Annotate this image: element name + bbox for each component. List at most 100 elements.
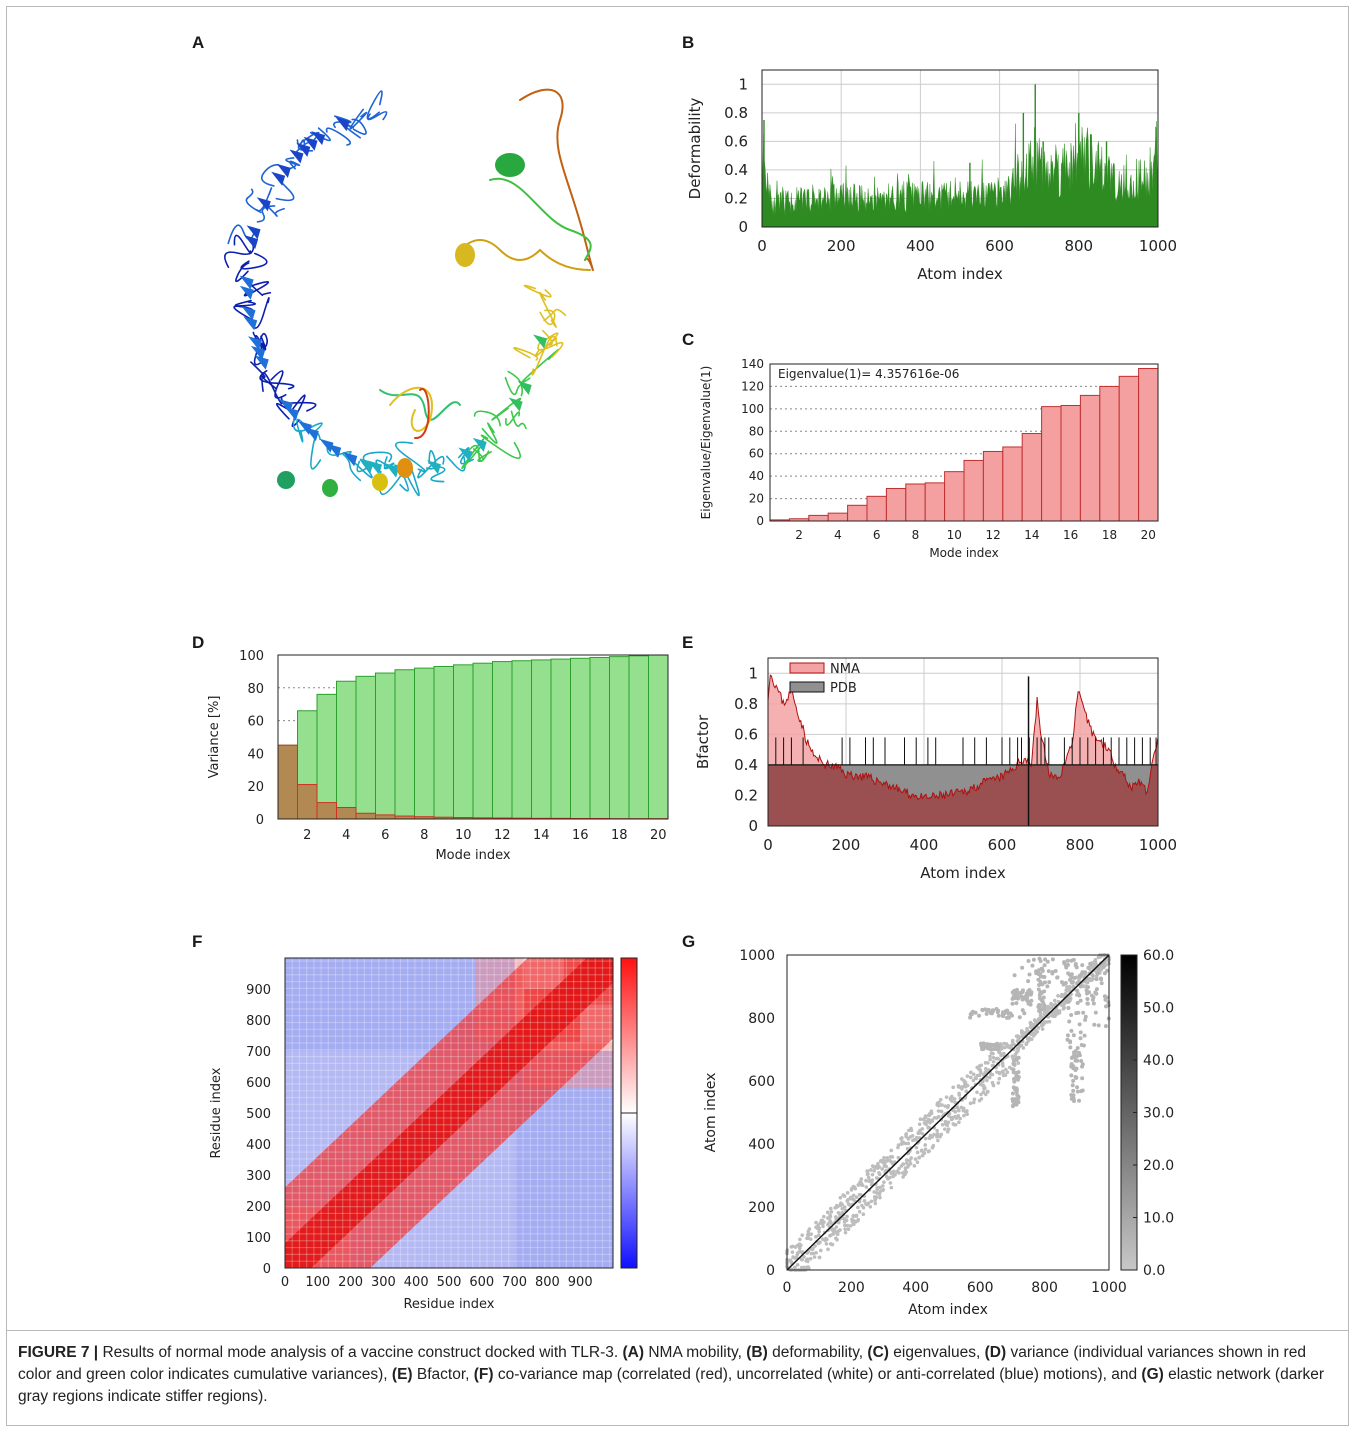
contact-point bbox=[1016, 1100, 1021, 1105]
contact-point bbox=[1038, 1003, 1043, 1008]
individual-variance-bar bbox=[355, 812, 376, 820]
contact-point bbox=[1017, 1015, 1022, 1020]
contact-point bbox=[956, 1108, 961, 1112]
caption-text-f: co-variance map (correlated (red), uncor… bbox=[493, 1366, 1142, 1383]
deformability-area bbox=[761, 115, 1159, 228]
contact-point bbox=[814, 1220, 818, 1225]
contact-point bbox=[836, 1210, 841, 1215]
contact-point bbox=[1094, 961, 1098, 966]
contact-point bbox=[795, 1243, 800, 1248]
contact-point bbox=[1038, 972, 1043, 977]
contact-point bbox=[1090, 997, 1095, 1002]
panel-label-g: G bbox=[682, 932, 696, 951]
contact-point bbox=[851, 1193, 856, 1198]
panel-label-c: C bbox=[682, 330, 695, 349]
contact-point bbox=[1025, 995, 1030, 1000]
protein-strand bbox=[385, 463, 400, 478]
contact-point bbox=[1093, 1010, 1098, 1015]
x-tick-label: 8 bbox=[420, 828, 428, 843]
x-tick-label: 20 bbox=[1141, 528, 1156, 542]
contact-point bbox=[944, 1095, 949, 1099]
contact-point bbox=[1068, 996, 1073, 1001]
contact-point bbox=[923, 1147, 928, 1152]
contact-point bbox=[1068, 1039, 1073, 1044]
contact-point bbox=[900, 1136, 904, 1140]
contact-point bbox=[1065, 958, 1070, 963]
contact-point bbox=[915, 1160, 920, 1165]
contact-point bbox=[799, 1265, 804, 1270]
contact-point bbox=[937, 1100, 941, 1105]
protein-loop bbox=[473, 410, 501, 427]
x-tick-label: 100 bbox=[305, 1275, 330, 1290]
y-tick-label: 100 bbox=[239, 649, 264, 664]
contact-point bbox=[905, 1165, 910, 1169]
contact-point bbox=[885, 1156, 890, 1160]
contact-point bbox=[1001, 1073, 1006, 1078]
protein-loop bbox=[235, 262, 250, 283]
contact-point bbox=[959, 1105, 964, 1110]
contact-point bbox=[864, 1178, 868, 1183]
cumulative-variance-bar bbox=[648, 654, 669, 820]
eigen-bar bbox=[1041, 406, 1062, 522]
contact-point bbox=[1075, 1058, 1080, 1063]
contact-point bbox=[1010, 1104, 1015, 1109]
contact-point bbox=[829, 1209, 834, 1214]
contact-point bbox=[961, 1108, 966, 1113]
contact-point bbox=[920, 1131, 925, 1136]
caption-ref-f: (F) bbox=[473, 1366, 494, 1383]
contact-point bbox=[889, 1148, 894, 1153]
contact-point bbox=[1096, 967, 1101, 972]
panel-label-a: A bbox=[192, 33, 205, 52]
contact-point bbox=[1090, 973, 1095, 978]
contact-point bbox=[997, 1071, 1002, 1076]
cumulative-variance-bar bbox=[355, 675, 376, 820]
contact-point bbox=[880, 1167, 884, 1171]
protein-strand bbox=[246, 225, 261, 240]
y-tick-label: 1 bbox=[748, 664, 758, 682]
y-tick-label: 0.6 bbox=[734, 725, 758, 743]
x-tick-label: 800 bbox=[1066, 836, 1095, 854]
contact-point bbox=[962, 1113, 966, 1118]
contact-point bbox=[988, 1011, 993, 1016]
contact-point bbox=[994, 1056, 999, 1061]
scatter-points bbox=[785, 953, 1111, 1272]
eigen-bar bbox=[1060, 404, 1081, 522]
x-tick-label: 700 bbox=[502, 1275, 527, 1290]
contact-point bbox=[800, 1233, 805, 1237]
contact-point bbox=[1001, 1064, 1005, 1068]
legend-swatch-pdb bbox=[789, 681, 825, 693]
contact-point bbox=[968, 1015, 973, 1020]
eigen-bar bbox=[1079, 394, 1101, 522]
protein-helix bbox=[495, 153, 525, 177]
y-tick-label: 0 bbox=[738, 218, 748, 236]
protein-loop bbox=[342, 453, 362, 482]
y-tick-label: 40 bbox=[247, 747, 264, 762]
contact-point bbox=[870, 1172, 875, 1177]
contact-point bbox=[1072, 975, 1077, 980]
contact-point bbox=[1075, 1089, 1080, 1094]
contact-point bbox=[845, 1214, 849, 1219]
protein-loop bbox=[233, 234, 252, 255]
protein-loop bbox=[349, 108, 368, 130]
protein-loop bbox=[245, 188, 262, 214]
contact-point bbox=[907, 1158, 912, 1163]
contact-point bbox=[906, 1137, 911, 1141]
protein-strand bbox=[251, 345, 266, 360]
contact-point bbox=[1093, 990, 1098, 995]
y-tick-label: 80 bbox=[749, 424, 764, 438]
contact-point bbox=[850, 1217, 854, 1222]
contact-point bbox=[868, 1204, 873, 1209]
x-tick-label: 200 bbox=[838, 1280, 865, 1296]
contact-point bbox=[968, 1075, 973, 1080]
contact-point bbox=[808, 1256, 813, 1261]
contact-point bbox=[1001, 1069, 1005, 1074]
protein-loop bbox=[379, 389, 461, 421]
eigen-bar bbox=[905, 483, 926, 522]
caption-text-b: deformability, bbox=[767, 1344, 868, 1361]
contact-point bbox=[849, 1188, 854, 1192]
y-tick-label: 400 bbox=[246, 1138, 271, 1153]
protein-loop bbox=[325, 127, 352, 146]
contact-point bbox=[1070, 1083, 1075, 1088]
contact-point bbox=[852, 1185, 857, 1189]
protein-loop bbox=[425, 450, 437, 470]
